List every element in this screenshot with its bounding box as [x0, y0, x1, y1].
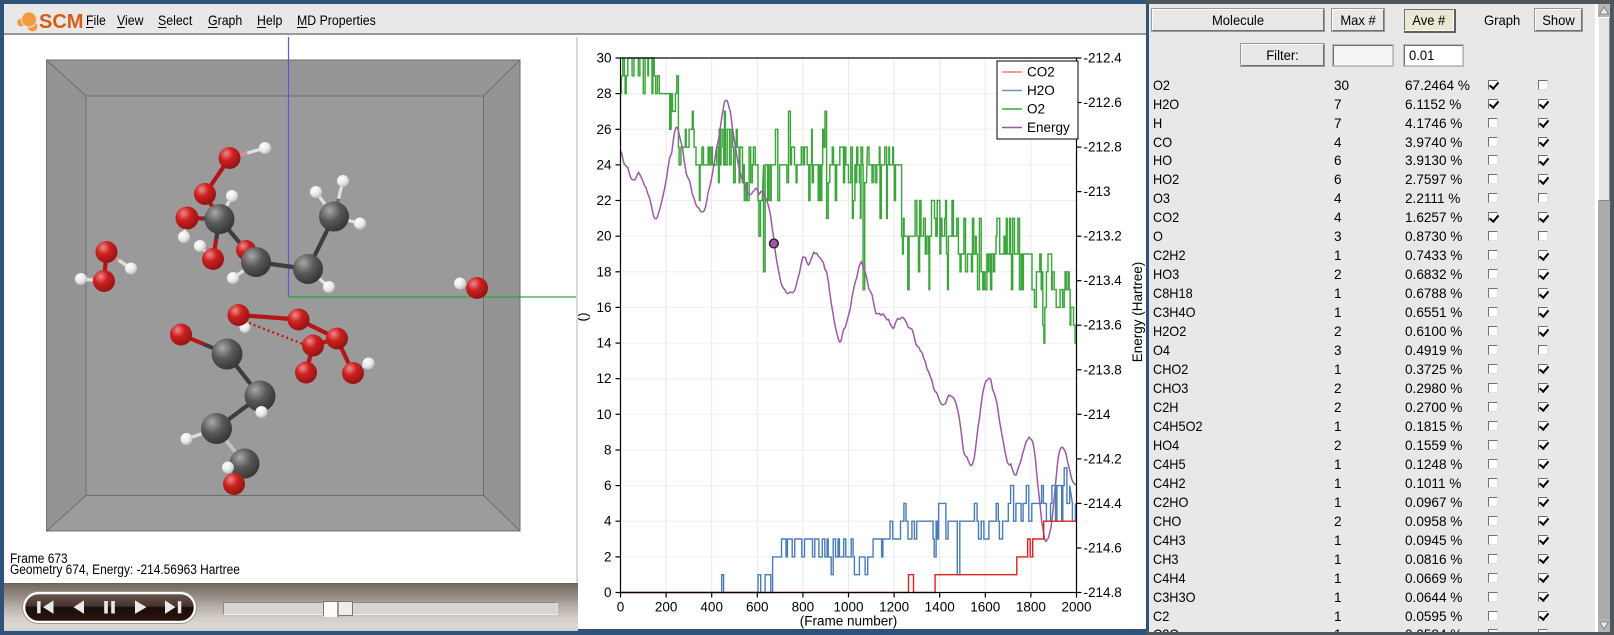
svg-text:-213.8: -213.8 [1084, 362, 1122, 377]
svg-text:Energy: Energy [1027, 120, 1070, 135]
svg-text:4: 4 [604, 514, 612, 529]
svg-text:2: 2 [604, 549, 612, 564]
svg-text:-214.8: -214.8 [1084, 585, 1122, 600]
svg-text:16: 16 [596, 300, 611, 315]
svg-text:1400: 1400 [925, 600, 955, 615]
svg-text:1000: 1000 [833, 600, 863, 615]
svg-text:1600: 1600 [970, 600, 1000, 615]
svg-text:2000: 2000 [1061, 600, 1091, 615]
svg-text:6: 6 [604, 478, 612, 493]
svg-text:8: 8 [604, 443, 612, 458]
svg-text:CO2: CO2 [1027, 65, 1055, 80]
svg-text:-214.2: -214.2 [1084, 451, 1122, 466]
svg-text:26: 26 [596, 122, 611, 137]
svg-text:30: 30 [596, 51, 611, 66]
svg-text:600: 600 [746, 600, 769, 615]
svg-text:0: 0 [604, 585, 612, 600]
svg-text:-213.4: -213.4 [1084, 273, 1123, 288]
svg-text:-213: -213 [1084, 184, 1111, 199]
svg-text:-212.4: -212.4 [1084, 51, 1123, 66]
svg-text:14: 14 [596, 336, 612, 351]
svg-text:1800: 1800 [1016, 600, 1046, 615]
svg-text:400: 400 [700, 600, 723, 615]
svg-text:200: 200 [655, 600, 678, 615]
svg-text:-212.6: -212.6 [1084, 95, 1122, 110]
svg-text:(Frame number): (Frame number) [800, 614, 898, 629]
svg-text:800: 800 [792, 600, 815, 615]
svg-text:10: 10 [596, 407, 611, 422]
svg-text:-214.4: -214.4 [1084, 496, 1123, 511]
svg-text:-212.8: -212.8 [1084, 140, 1122, 155]
svg-text:22: 22 [596, 193, 611, 208]
svg-text:(): () [575, 313, 590, 322]
svg-text:0: 0 [617, 600, 625, 615]
svg-text:Energy (Hartree): Energy (Hartree) [1130, 262, 1145, 363]
svg-text:-213.6: -213.6 [1084, 318, 1122, 333]
svg-text:H2O: H2O [1027, 83, 1055, 98]
svg-text:20: 20 [596, 229, 611, 244]
svg-text:-214.6: -214.6 [1084, 541, 1122, 556]
svg-text:18: 18 [596, 264, 611, 279]
svg-text:24: 24 [596, 157, 612, 172]
svg-text:O2: O2 [1027, 102, 1045, 117]
svg-text:-213.2: -213.2 [1084, 229, 1122, 244]
svg-text:-214: -214 [1084, 407, 1112, 422]
svg-text:28: 28 [596, 86, 611, 101]
svg-text:12: 12 [596, 371, 611, 386]
svg-text:1200: 1200 [879, 600, 909, 615]
